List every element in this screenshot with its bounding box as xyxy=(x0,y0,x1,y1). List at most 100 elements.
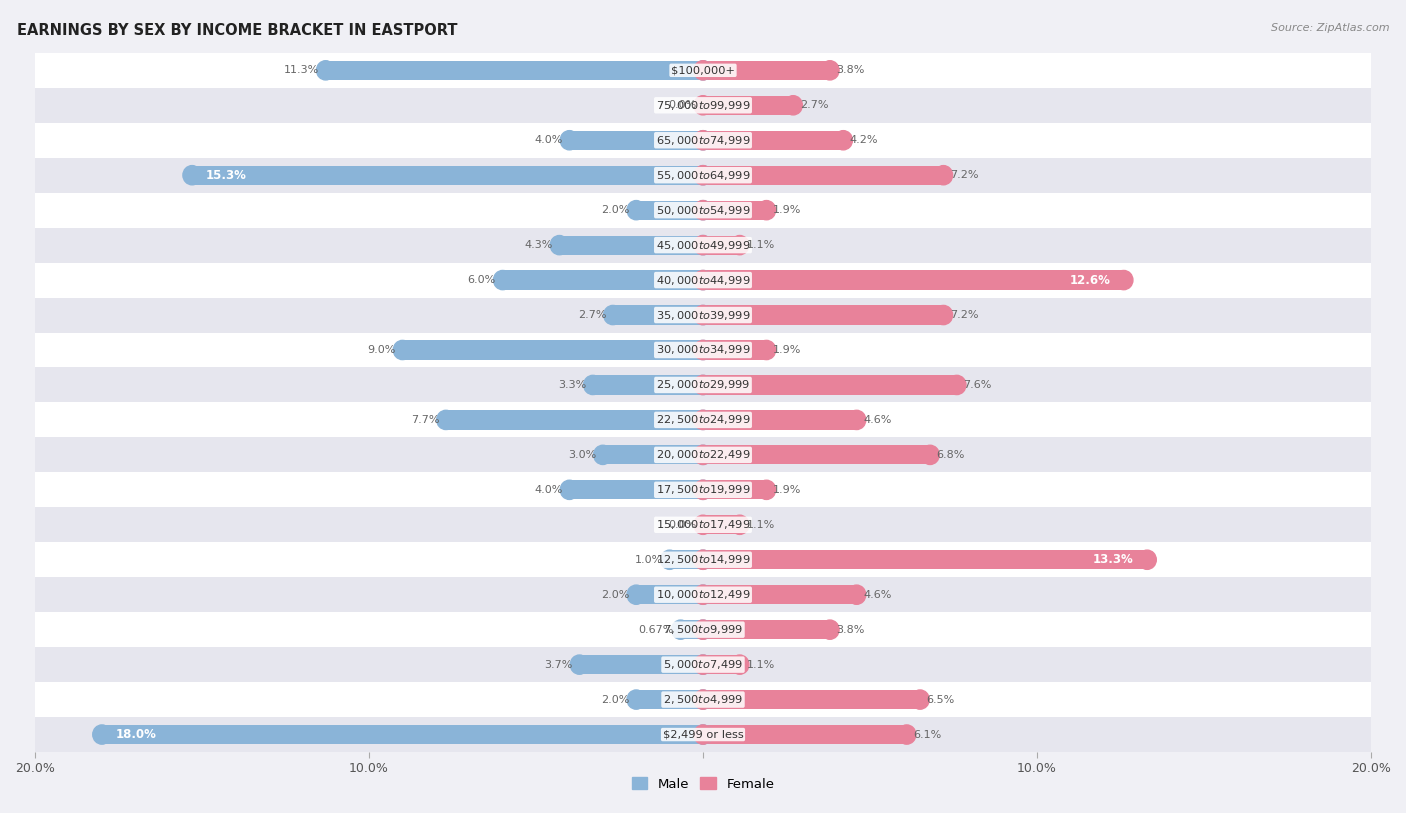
Bar xyxy=(35,472,1371,507)
Text: 18.0%: 18.0% xyxy=(115,728,156,741)
Circle shape xyxy=(693,620,713,639)
Circle shape xyxy=(693,550,713,569)
Text: 3.0%: 3.0% xyxy=(568,450,596,460)
Bar xyxy=(703,131,844,150)
Circle shape xyxy=(693,306,713,324)
Bar xyxy=(35,577,1371,612)
Text: 0.67%: 0.67% xyxy=(638,624,673,635)
Legend: Male, Female: Male, Female xyxy=(631,777,775,791)
Circle shape xyxy=(693,61,713,80)
Bar xyxy=(703,690,920,709)
Circle shape xyxy=(948,376,966,394)
Text: EARNINGS BY SEX BY INCOME BRACKET IN EASTPORT: EARNINGS BY SEX BY INCOME BRACKET IN EAS… xyxy=(17,23,457,37)
Circle shape xyxy=(934,306,953,324)
Bar xyxy=(636,585,703,604)
Circle shape xyxy=(693,655,713,674)
Text: $12,500 to $14,999: $12,500 to $14,999 xyxy=(655,554,751,566)
Text: 2.0%: 2.0% xyxy=(602,589,630,600)
Circle shape xyxy=(693,236,713,254)
Circle shape xyxy=(934,166,953,185)
Bar xyxy=(703,341,766,359)
Text: 1.9%: 1.9% xyxy=(773,345,801,355)
Bar xyxy=(560,236,703,254)
Text: 4.0%: 4.0% xyxy=(534,135,562,146)
Circle shape xyxy=(921,446,939,464)
Bar xyxy=(703,480,766,499)
Text: 3.8%: 3.8% xyxy=(837,624,865,635)
Bar xyxy=(35,123,1371,158)
Circle shape xyxy=(731,236,749,254)
Circle shape xyxy=(550,236,568,254)
Circle shape xyxy=(693,480,713,499)
Bar xyxy=(703,515,740,534)
Bar xyxy=(35,612,1371,647)
Circle shape xyxy=(821,61,839,80)
Text: 4.6%: 4.6% xyxy=(863,589,891,600)
Text: 4.3%: 4.3% xyxy=(524,240,553,250)
Text: 1.9%: 1.9% xyxy=(773,485,801,495)
Text: 13.3%: 13.3% xyxy=(1092,554,1133,566)
Circle shape xyxy=(593,446,612,464)
Circle shape xyxy=(693,96,713,115)
Circle shape xyxy=(693,655,713,674)
Bar xyxy=(613,306,703,324)
Bar xyxy=(35,507,1371,542)
Text: 1.1%: 1.1% xyxy=(747,659,775,670)
Bar xyxy=(569,480,703,499)
Bar xyxy=(703,620,830,639)
Text: $100,000+: $100,000+ xyxy=(671,65,735,76)
Circle shape xyxy=(693,446,713,464)
Bar xyxy=(669,550,703,569)
Circle shape xyxy=(693,236,713,254)
Circle shape xyxy=(693,271,713,289)
Circle shape xyxy=(693,585,713,604)
Bar xyxy=(35,682,1371,717)
Circle shape xyxy=(583,376,602,394)
Text: 1.1%: 1.1% xyxy=(747,240,775,250)
Circle shape xyxy=(560,480,579,499)
Bar xyxy=(35,647,1371,682)
Text: 6.0%: 6.0% xyxy=(468,275,496,285)
Text: $2,500 to $4,999: $2,500 to $4,999 xyxy=(664,693,742,706)
Text: 1.9%: 1.9% xyxy=(773,205,801,215)
Text: 9.0%: 9.0% xyxy=(367,345,396,355)
Circle shape xyxy=(693,61,713,80)
Text: 4.0%: 4.0% xyxy=(534,485,562,495)
Text: $7,500 to $9,999: $7,500 to $9,999 xyxy=(664,624,742,636)
Text: 6.5%: 6.5% xyxy=(927,694,955,705)
Circle shape xyxy=(693,620,713,639)
Text: 2.7%: 2.7% xyxy=(800,100,828,111)
Circle shape xyxy=(897,725,915,744)
Text: 2.0%: 2.0% xyxy=(602,205,630,215)
Circle shape xyxy=(693,690,713,709)
Bar xyxy=(703,201,766,220)
Circle shape xyxy=(693,166,713,185)
Text: $65,000 to $74,999: $65,000 to $74,999 xyxy=(655,134,751,146)
Circle shape xyxy=(693,725,713,744)
Bar xyxy=(703,306,943,324)
Bar xyxy=(35,542,1371,577)
Bar xyxy=(703,655,740,674)
Circle shape xyxy=(693,306,713,324)
Circle shape xyxy=(316,61,335,80)
Bar xyxy=(681,620,703,639)
Text: 0.0%: 0.0% xyxy=(668,520,696,530)
Text: 4.2%: 4.2% xyxy=(849,135,879,146)
Circle shape xyxy=(693,271,713,289)
Bar xyxy=(703,411,856,429)
Circle shape xyxy=(693,480,713,499)
Text: $35,000 to $39,999: $35,000 to $39,999 xyxy=(655,309,751,321)
Bar xyxy=(703,96,793,115)
Text: 11.3%: 11.3% xyxy=(284,65,319,76)
Text: $20,000 to $22,499: $20,000 to $22,499 xyxy=(655,449,751,461)
Bar xyxy=(703,376,956,394)
Bar xyxy=(636,201,703,220)
Bar xyxy=(35,53,1371,88)
Circle shape xyxy=(494,271,512,289)
Text: Source: ZipAtlas.com: Source: ZipAtlas.com xyxy=(1271,23,1389,33)
Text: $5,000 to $7,499: $5,000 to $7,499 xyxy=(664,659,742,671)
Circle shape xyxy=(603,306,621,324)
Circle shape xyxy=(693,725,713,744)
Bar xyxy=(703,550,1147,569)
Bar xyxy=(446,411,703,429)
